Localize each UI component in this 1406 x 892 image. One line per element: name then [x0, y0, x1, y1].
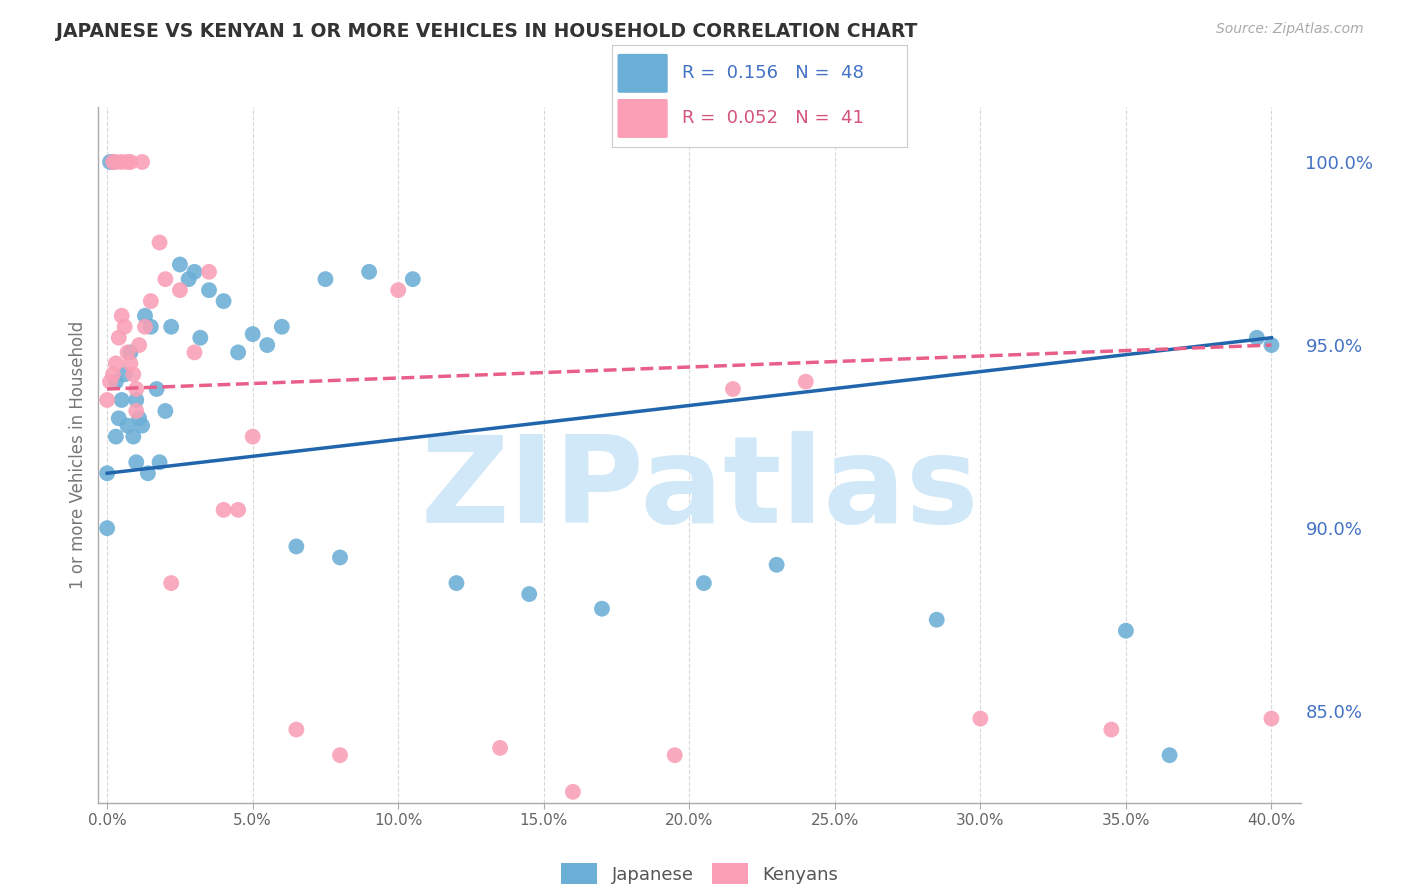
Point: [242, 429, 264, 443]
Point: [120, 155, 142, 169]
Point: [446, 576, 468, 591]
Point: [1260, 338, 1282, 352]
Point: [111, 309, 134, 323]
Point: [96, 392, 118, 407]
Point: [1159, 748, 1181, 763]
Point: [98, 155, 121, 169]
Point: [242, 327, 264, 342]
Text: Source: ZipAtlas.com: Source: ZipAtlas.com: [1216, 22, 1364, 37]
Point: [131, 155, 153, 169]
Point: [226, 503, 249, 517]
Point: [96, 521, 118, 535]
Point: [139, 319, 162, 334]
Legend: Japanese, Kenyans: Japanese, Kenyans: [554, 856, 845, 891]
Point: [177, 272, 200, 286]
Point: [1099, 723, 1122, 737]
Point: [101, 155, 124, 169]
Point: [155, 272, 177, 286]
Point: [212, 503, 235, 517]
Text: ZIPatlas: ZIPatlas: [420, 431, 979, 549]
Point: [212, 294, 235, 309]
Point: [387, 283, 409, 297]
Point: [226, 345, 249, 359]
Point: [794, 375, 817, 389]
Point: [128, 338, 150, 352]
Point: [148, 455, 170, 469]
Point: [285, 723, 308, 737]
Point: [256, 338, 278, 352]
Point: [160, 319, 183, 334]
Point: [111, 392, 134, 407]
Point: [198, 283, 221, 297]
Point: [139, 294, 162, 309]
Point: [104, 429, 127, 443]
Point: [131, 418, 153, 433]
Point: [402, 272, 425, 286]
Point: [125, 455, 148, 469]
Point: [693, 576, 716, 591]
Point: [489, 740, 512, 755]
Point: [359, 265, 381, 279]
Point: [160, 576, 183, 591]
Point: [111, 155, 134, 169]
Point: [98, 375, 121, 389]
Point: [125, 382, 148, 396]
Point: [155, 404, 177, 418]
Point: [765, 558, 787, 572]
Point: [134, 309, 156, 323]
Point: [188, 331, 211, 345]
Point: [183, 345, 205, 359]
Point: [925, 613, 948, 627]
Point: [96, 467, 118, 481]
Point: [104, 375, 127, 389]
Point: [169, 258, 191, 272]
Point: [1260, 712, 1282, 726]
Point: [1246, 331, 1268, 345]
Point: [117, 345, 139, 359]
Point: [122, 429, 145, 443]
Point: [329, 748, 352, 763]
Point: [125, 392, 148, 407]
Point: [107, 411, 129, 425]
Point: [136, 467, 159, 481]
Point: [114, 368, 136, 382]
Point: [517, 587, 540, 601]
Point: [117, 155, 139, 169]
Point: [122, 368, 145, 382]
Point: [117, 418, 139, 433]
Text: R =  0.052   N =  41: R = 0.052 N = 41: [682, 110, 865, 128]
Point: [664, 748, 686, 763]
Point: [270, 319, 292, 334]
Point: [101, 368, 124, 382]
Point: [314, 272, 336, 286]
Point: [145, 382, 167, 396]
Point: [107, 331, 129, 345]
Point: [148, 235, 170, 250]
Point: [561, 785, 583, 799]
Text: R =  0.156   N =  48: R = 0.156 N = 48: [682, 64, 865, 82]
Text: JAPANESE VS KENYAN 1 OR MORE VEHICLES IN HOUSEHOLD CORRELATION CHART: JAPANESE VS KENYAN 1 OR MORE VEHICLES IN…: [56, 22, 918, 41]
Point: [1115, 624, 1137, 638]
Y-axis label: 1 or more Vehicles in Household: 1 or more Vehicles in Household: [69, 321, 87, 589]
FancyBboxPatch shape: [617, 99, 668, 138]
Point: [128, 411, 150, 425]
Point: [183, 265, 205, 279]
Point: [198, 265, 221, 279]
Point: [721, 382, 744, 396]
Point: [114, 319, 136, 334]
Point: [134, 319, 156, 334]
Point: [101, 155, 124, 169]
FancyBboxPatch shape: [617, 54, 668, 93]
Point: [591, 601, 613, 615]
Point: [120, 345, 142, 359]
Point: [104, 155, 127, 169]
Point: [169, 283, 191, 297]
Point: [969, 712, 991, 726]
Point: [125, 404, 148, 418]
Point: [329, 550, 352, 565]
Point: [104, 356, 127, 370]
Point: [120, 356, 142, 370]
Point: [285, 540, 308, 554]
